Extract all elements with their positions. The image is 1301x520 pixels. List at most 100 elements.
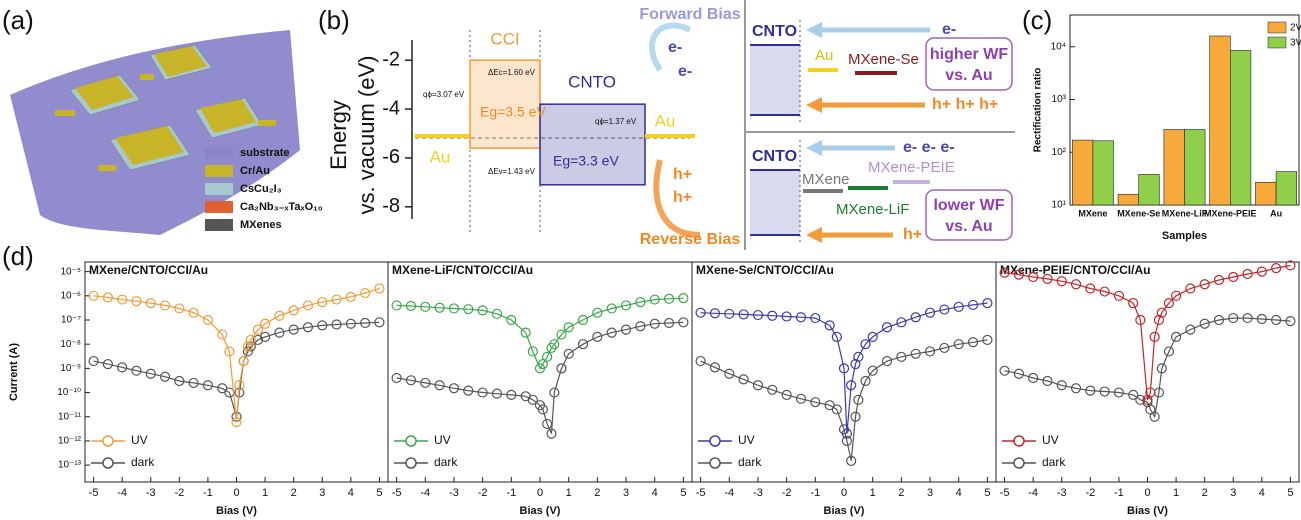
label: MXene (802, 171, 850, 188)
legend-marker (710, 458, 720, 468)
legend-text: 3V (1290, 38, 1301, 49)
y-tick-label: -2 (382, 48, 400, 70)
chart-title: MXene-Se/CNTO/CCI/Au (696, 263, 834, 277)
x-tick-label: 5 (1287, 487, 1293, 499)
label: e- (942, 21, 956, 38)
x-tick-label: -2 (478, 487, 488, 499)
y-tick-label: 10⁻⁷ (61, 315, 81, 326)
x-tick-label: 0 (233, 487, 239, 499)
legend-marker (103, 458, 113, 468)
x-tick-label: 5 (376, 487, 382, 499)
band-label: Au (655, 111, 676, 130)
label: CNTO (752, 23, 797, 40)
label: lower WF (933, 197, 1004, 214)
x-tick-label: 2 (291, 487, 297, 499)
x-tick-label: MXene (1078, 208, 1107, 218)
legend-marker (1014, 436, 1024, 446)
data-point (696, 357, 705, 366)
label: Au (815, 47, 833, 64)
legend-text: UV (434, 433, 451, 447)
bar (1164, 129, 1185, 205)
x-tick-label: -4 (724, 487, 734, 499)
series-line (94, 289, 380, 423)
axis-title: Bias (V) (824, 505, 865, 517)
x-tick-label: -2 (174, 487, 184, 499)
x-tick-label: 1 (566, 487, 572, 499)
figure: (a) (b) (c) (d) substrate Cr/Au CsCu₂I₃ … (0, 0, 1301, 520)
annotation: Eg=3.3 eV (553, 153, 619, 169)
x-tick-label: 1 (870, 487, 876, 499)
x-tick-label: 4 (1259, 487, 1265, 499)
x-tick-label: -4 (420, 487, 430, 499)
bar (1255, 182, 1276, 205)
legend-text: Ca₂Nb₃₋ₓTaₓO₁₀ (240, 201, 323, 213)
label: e- e- e- (903, 139, 955, 156)
label: vs. Au (945, 67, 992, 84)
series-line (397, 322, 684, 433)
x-tick-label: 0 (1144, 487, 1150, 499)
axis-title: Bias (V) (1127, 505, 1168, 517)
legend-text: dark (738, 455, 762, 469)
legend-marker (1014, 458, 1024, 468)
y-tick-label: 10⁻⁸ (60, 339, 81, 350)
legend-text: UV (738, 433, 755, 447)
legend-text: UV (131, 433, 148, 447)
axis-title: Bias (V) (520, 505, 561, 517)
legend-swatch (1268, 22, 1286, 33)
x-tick-label: -5 (392, 487, 402, 499)
annotation: ΔEc=1.60 eV (488, 68, 536, 77)
y-tick-label: 10⁻⁶ (60, 290, 81, 301)
annotation: Eg=3.5 eV (480, 104, 546, 120)
x-tick-label: 3 (623, 487, 629, 499)
y-tick-label: -8 (382, 195, 400, 217)
label: vs. Au (945, 218, 992, 235)
x-tick-label: 1 (1173, 487, 1179, 499)
y-tick-label: 10⁻¹⁰ (57, 387, 81, 398)
x-tick-label: -2 (782, 487, 792, 499)
x-tick-label: -5 (696, 487, 706, 499)
series-line (1005, 266, 1291, 400)
bar (1230, 50, 1251, 205)
x-tick-label: 2 (1202, 487, 1208, 499)
plot-frame (85, 262, 388, 482)
x-tick-label: 3 (1230, 487, 1236, 499)
plot-frame (996, 262, 1299, 482)
axis-title: Energy (326, 100, 351, 170)
data-point (89, 357, 98, 366)
legend-text: dark (131, 455, 155, 469)
y-tick-label: 10³ (1052, 94, 1067, 105)
legend-swatch (1268, 37, 1286, 48)
x-tick-label: 4 (956, 487, 962, 499)
label: higher WF (930, 46, 1008, 63)
x-tick-label: -3 (753, 487, 763, 499)
annotation: e- (668, 39, 682, 56)
x-tick-label: -3 (146, 487, 156, 499)
bar (1072, 140, 1093, 205)
panel-label: (a) (2, 5, 34, 35)
x-tick-label: 0 (841, 487, 847, 499)
x-tick-label: -5 (89, 487, 99, 499)
label: h+ (903, 226, 922, 243)
x-tick-label: -4 (117, 487, 127, 499)
x-tick-label: -1 (1114, 487, 1124, 499)
legend-text: dark (1042, 455, 1066, 469)
data-point (1000, 366, 1009, 375)
device-illustration: substrate Cr/Au CsCu₂I₃ Ca₂Nb₃₋ₓTaₓO₁₀ M… (10, 30, 323, 235)
x-tick-label: -4 (1028, 487, 1038, 499)
legend-text: MXenes (240, 219, 282, 231)
chart-title: MXene/CNTO/CCI/Au (89, 263, 208, 277)
bar (1210, 36, 1231, 205)
x-tick-label: 0 (537, 487, 543, 499)
band-label: CCI (490, 29, 519, 48)
x-tick-label: 4 (348, 487, 354, 499)
x-tick-label: 4 (652, 487, 658, 499)
annotation: qϕ=1.37 eV (595, 117, 637, 126)
panel-label: (d) (2, 241, 34, 271)
legend-text: dark (434, 455, 458, 469)
chart-title: MXene-LiF/CNTO/CCI/Au (392, 263, 533, 277)
x-tick-label: -1 (506, 487, 516, 499)
annotation: h+ (673, 189, 692, 206)
contact-schematic: CNTO e- Au MXene-Se higher WF vs. Au h+ … (745, 0, 1015, 250)
y-tick-label: 10⁻¹¹ (58, 411, 82, 422)
axis-title: vs. vacuum (eV) (354, 56, 379, 215)
